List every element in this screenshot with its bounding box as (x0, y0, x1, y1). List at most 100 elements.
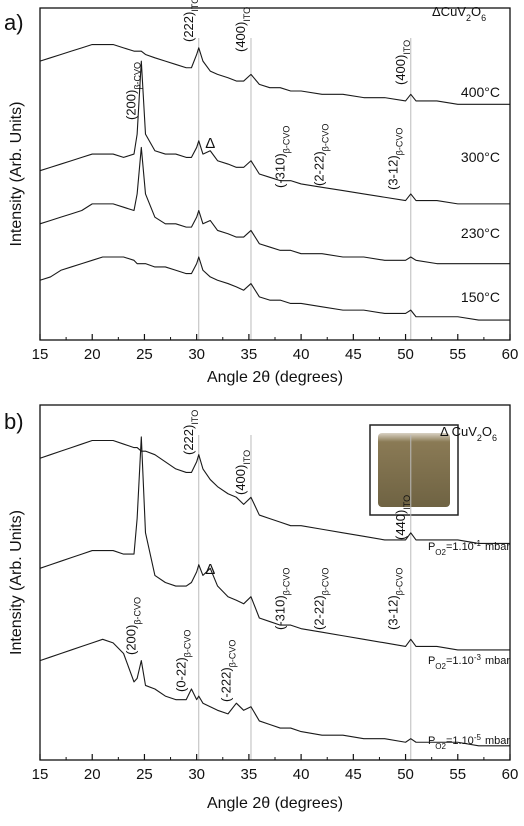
peak-label: (-310)β-CVO (273, 568, 292, 630)
peak-label: (200)β-CVO (123, 597, 142, 655)
series-label: PO2=1.10-3 mbar (428, 653, 510, 671)
x-axis-title: Angle 2θ (degrees) (207, 795, 343, 812)
series-label-part: P (428, 655, 435, 667)
peak-label-sub: β-CVO (394, 568, 404, 596)
peak-label-text: (222) (181, 12, 196, 42)
peak-label-text: (440) (393, 510, 408, 540)
series-label-part: =1.10 (446, 735, 474, 747)
panel-label: b) (4, 409, 24, 434)
series-label-part: O2 (435, 548, 446, 557)
y-axis-title: Intensity (Arb. Units) (8, 102, 25, 247)
series-label-part: =1.10 (446, 655, 474, 667)
peak-label-sub: β-CVO (320, 568, 330, 596)
x-tick-label: 20 (84, 766, 101, 783)
x-axis-title: Angle 2θ (degrees) (207, 369, 343, 386)
x-tick-label: 60 (502, 346, 519, 363)
series-label: 230°C (461, 225, 500, 241)
peak-label: (3-12)β-CVO (385, 128, 404, 190)
series-label-part: -3 (474, 653, 482, 662)
peak-label-sub: β-CVO (182, 630, 192, 658)
series-label-part: mbar (485, 655, 510, 667)
peak-label: (-310)β-CVO (273, 126, 292, 188)
xrd-curve (39, 436, 510, 651)
peak-label-sub: β-CVO (282, 568, 292, 596)
formula-part: O (482, 424, 492, 439)
x-tick-label: 30 (188, 346, 205, 363)
peak-label: (400)ITO (393, 40, 412, 85)
peak-label-text: (400) (233, 465, 248, 495)
peak-marker: Δ (205, 561, 215, 578)
inset-photo (369, 424, 459, 516)
x-tick-label: 25 (136, 766, 153, 783)
peak-label-sub: ITO (190, 410, 200, 425)
formula-part: 6 (481, 13, 486, 23)
formula-part: Δ CuV (440, 424, 477, 439)
peak-label-sub: ITO (242, 450, 252, 465)
series-label-part: =1.10 (446, 541, 474, 553)
series-label-part: P (428, 541, 435, 553)
xrd-curve (39, 638, 510, 747)
x-tick-label: 35 (241, 766, 258, 783)
x-tick-label: 55 (449, 346, 466, 363)
series-label-part: O2 (435, 742, 446, 751)
peak-marker: Δ (205, 135, 215, 152)
x-tick-label: 50 (397, 346, 414, 363)
peak-label-sub: ITO (242, 7, 252, 22)
peak-label: (2-22)β-CVO (311, 568, 330, 630)
series-label-part: P (428, 735, 435, 747)
peak-label: (3-12)β-CVO (385, 568, 404, 630)
peak-label-text: (-222) (218, 667, 233, 702)
x-tick-label: 40 (293, 766, 310, 783)
peak-label-sub: β-CVO (132, 62, 142, 90)
series-label: PO2=1.10-1 mbar (428, 539, 510, 557)
formula-legend: Δ CuV2O6 (440, 424, 497, 443)
peak-label: (400)ITO (233, 450, 252, 495)
series-label-part: O2 (435, 662, 446, 671)
x-tick-label: 40 (293, 346, 310, 363)
peak-label: (2-22)β-CVO (311, 124, 330, 186)
peak-label-text: (3-12) (385, 595, 400, 630)
x-tick-label: 55 (449, 766, 466, 783)
peak-label-sub: β-CVO (320, 124, 330, 152)
peak-label-text: (222) (181, 425, 196, 455)
x-tick-label: 45 (345, 766, 362, 783)
x-tick-label: 30 (188, 766, 205, 783)
series-label-part: mbar (485, 735, 510, 747)
y-axis-title: Intensity (Arb. Units) (8, 510, 25, 655)
xrd-curve (39, 146, 510, 265)
peak-label-text: (200) (123, 90, 138, 120)
formula-part: 2 (466, 13, 471, 23)
series-label: 150°C (461, 289, 500, 305)
peak-label-sub: ITO (190, 0, 200, 12)
peak-label: (440)ITO (393, 495, 412, 540)
formula-legend: ΔCuV2O6 (432, 4, 486, 23)
peak-label: (222)ITO (181, 410, 200, 455)
peak-label-text: (200) (123, 625, 138, 655)
xrd-curve (39, 439, 510, 544)
series-label-part: 400°C (461, 84, 500, 100)
peak-label-text: (3-12) (385, 155, 400, 190)
peak-label: (200)β-CVO (123, 62, 142, 120)
x-tick-label: 45 (345, 346, 362, 363)
xrd-curve (39, 256, 510, 321)
peak-label-sub: β-CVO (282, 126, 292, 154)
series-label-part: 150°C (461, 289, 500, 305)
peak-label-sub: β-CVO (132, 597, 142, 625)
peak-label-sub: β-CVO (227, 640, 237, 668)
peak-label-sub: β-CVO (394, 128, 404, 156)
xrd-curve (39, 60, 510, 205)
peak-label-text: (-310) (273, 595, 288, 630)
series-label-part: mbar (485, 541, 510, 553)
x-tick-label: 60 (502, 766, 519, 783)
peak-label-sub: ITO (402, 40, 412, 55)
series-label: 400°C (461, 84, 500, 100)
formula-part: O (471, 4, 481, 19)
formula-part: 2 (477, 433, 482, 443)
peak-label: (222)ITO (181, 0, 200, 42)
peak-label-text: (2-22) (311, 595, 326, 630)
peak-label-text: (400) (233, 22, 248, 52)
x-tick-label: 15 (32, 766, 49, 783)
peak-label-sub: ITO (402, 495, 412, 510)
peak-label: (0-22)β-CVO (173, 630, 192, 692)
